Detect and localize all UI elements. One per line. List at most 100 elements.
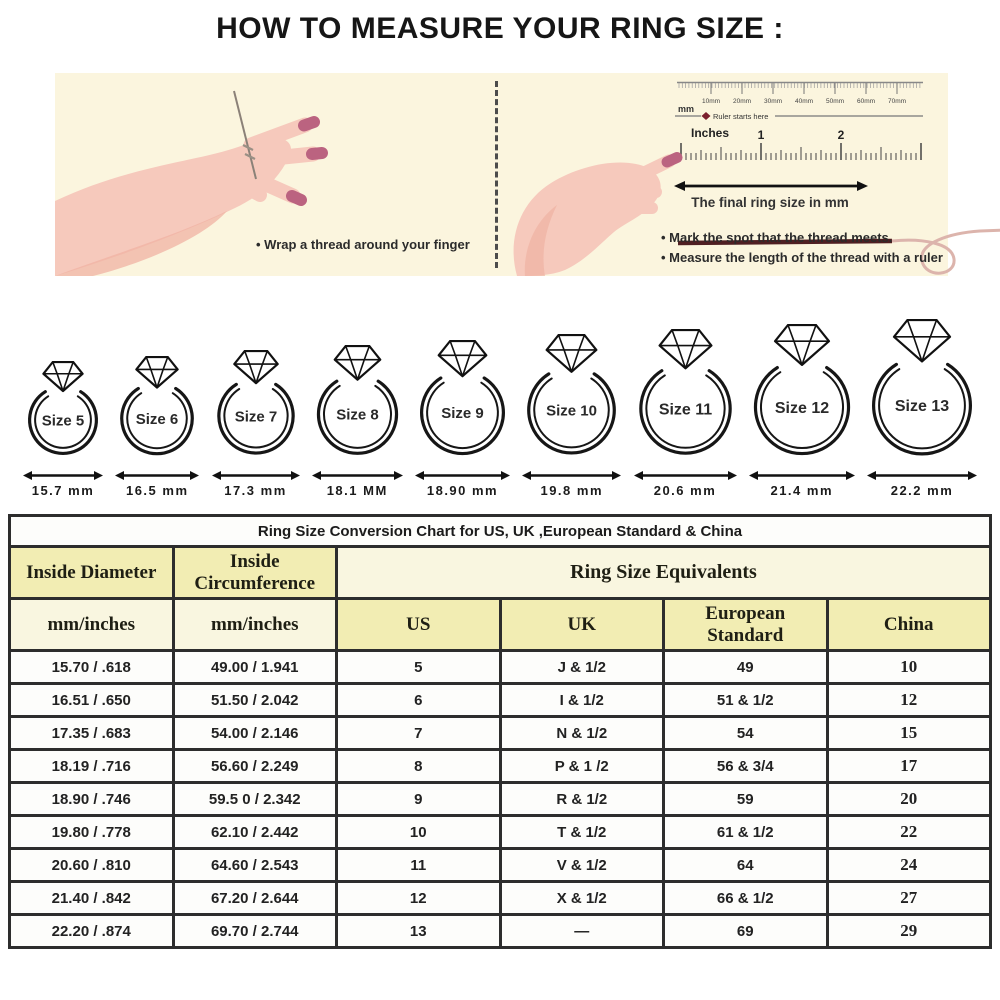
inside-diameter-value: 18.19 / .716: [8, 748, 175, 784]
us-value: 10: [335, 814, 502, 850]
ring-icon: Size 5: [28, 361, 98, 456]
ring-icon: Size 6: [120, 356, 195, 456]
european-standard-value: 54: [662, 715, 829, 751]
instruction-wrap-thread: Wrap a thread around your finger: [256, 235, 470, 255]
european-standard-value: 66 & 1/2: [662, 880, 829, 916]
instructions-panel: Wrap a thread around your finger 10mm 20m…: [55, 73, 1000, 276]
inside-circumference-value: 49.00 / 1.941: [171, 649, 338, 685]
diamond-icon: [42, 361, 84, 393]
us-value: 13: [335, 913, 502, 949]
ring-icon: Size 7: [216, 350, 295, 455]
diamond-icon: [333, 345, 382, 381]
ring-size-label: Size 6: [136, 411, 179, 428]
us-value: 5: [335, 649, 502, 685]
ruler-inch-number: 2: [838, 128, 845, 142]
table-row: 17.35 / .683 54.00 / 2.146 7 N & 1/2 54 15: [8, 715, 992, 751]
instruction-measure-length: Measure the length of the thread with a …: [661, 248, 943, 268]
ruler-mm-tick-label: 10mm: [702, 98, 720, 105]
china-value: 27: [825, 880, 992, 916]
uk-value: R & 1/2: [498, 781, 665, 817]
european-standard-value: 69: [662, 913, 829, 949]
ruler-mm-tick-label: 70mm: [888, 98, 906, 105]
ring-size-row: Size 5 15.7 mm Size 6 16.5 mm Size 7 17.3 mm S…: [22, 312, 978, 498]
diamond-icon: [658, 329, 712, 370]
ruler-illustration: 10mm 20mm 30mm 40mm 50mm 60mm 70mm mm Ruler st…: [675, 81, 923, 160]
ring-size-label: Size 12: [775, 400, 829, 417]
ring-diameter-label: 22.2 mm: [890, 483, 954, 498]
thread-on-finger: [233, 90, 257, 180]
china-value: 20: [825, 781, 992, 817]
ring-size-label: Size 7: [234, 408, 277, 425]
subheader-european-standard: European Standard: [662, 597, 829, 652]
ruler-mm-tick-label: 30mm: [764, 98, 782, 105]
inside-circumference-value: 64.60 / 2.543: [171, 847, 338, 883]
european-standard-value: 51 & 1/2: [662, 682, 829, 718]
china-value: 29: [825, 913, 992, 949]
diamond-icon: [892, 319, 952, 363]
ring-size-item: Size 12 21.4 mm: [748, 324, 856, 498]
table-row: 16.51 / .650 51.50 / 2.042 6 I & 1/2 51 & 1/…: [8, 682, 992, 718]
ring-icon: Size 11: [638, 329, 732, 455]
fingernails: [286, 116, 328, 206]
ring-size-label: Size 9: [441, 405, 484, 422]
inside-diameter-value: 15.70 / .618: [8, 649, 175, 685]
final-size-arrow-icon: [674, 181, 868, 191]
subheader-us: US: [335, 597, 502, 652]
page-title: HOW TO MEASURE YOUR RING SIZE :: [216, 12, 784, 45]
ring-diameter-label: 19.8 mm: [540, 483, 604, 498]
ruler-mm-tick-label: 40mm: [795, 98, 813, 105]
inside-diameter-value: 20.60 / .810: [8, 847, 175, 883]
ring-icon: Size 10: [527, 334, 617, 455]
ruler-mm-tick-label: 20mm: [733, 98, 751, 105]
european-standard-value: 59: [662, 781, 829, 817]
instruction-mark-spot: Mark the spot that the thread meets.: [661, 228, 943, 248]
european-standard-value: 61 & 1/2: [662, 814, 829, 850]
diameter-arrow-icon: [23, 471, 103, 480]
subheader-china: China: [825, 597, 992, 652]
ring-diameter-label: 21.4 mm: [770, 483, 834, 498]
diameter-arrow-icon: [311, 471, 403, 480]
us-value: 7: [335, 715, 502, 751]
inside-circumference-value: 69.70 / 2.744: [171, 913, 338, 949]
ruler-start-marker-icon: [701, 112, 711, 120]
table-row: 22.20 / .874 69.70 / 2.744 13—69 29: [8, 913, 992, 949]
ring-size-item: Size 10 19.8 mm: [521, 334, 622, 498]
uk-value: X & 1/2: [498, 880, 665, 916]
ring-size-item: Size 6 16.5 mm: [114, 356, 200, 498]
header-ring-size-equivalents: Ring Size Equivalents: [335, 545, 992, 600]
inside-diameter-value: 17.35 / .683: [8, 715, 175, 751]
diameter-arrow-icon: [867, 471, 977, 480]
diameter-arrow-icon: [633, 471, 737, 480]
china-value: 17: [825, 748, 992, 784]
uk-value: I & 1/2: [498, 682, 665, 718]
inside-circumference-value: 62.10 / 2.442: [171, 814, 338, 850]
european-standard-value: 56 & 3/4: [662, 748, 829, 784]
uk-value: J & 1/2: [498, 649, 665, 685]
fingernail: [661, 152, 683, 168]
ring-diameter-label: 15.7 mm: [31, 483, 95, 498]
ring-diameter-label: 17.3 mm: [224, 483, 287, 498]
ruler-inch-number: 1: [758, 128, 765, 142]
table-row: 18.90 / .746 59.5 0 / 2.342 9 R & 1/2 59 20: [8, 781, 992, 817]
ring-size-label: Size 5: [42, 412, 85, 429]
diamond-icon: [545, 334, 598, 373]
inside-diameter-value: 22.20 / .874: [8, 913, 175, 949]
table-row: 19.80 / .778 62.10 / 2.442 10 T & 1/2 61 & 1…: [8, 814, 992, 850]
panel-divider: [495, 81, 498, 268]
us-value: 11: [335, 847, 502, 883]
ruler-mm-tick-label: 60mm: [857, 98, 875, 105]
china-value: 22: [825, 814, 992, 850]
subheader-inside-diameter: mm/inches: [8, 597, 175, 652]
table-row: 18.19 / .716 56.60 / 2.249 8 P & 1 /2 56 & 3…: [8, 748, 992, 784]
diamond-icon: [135, 356, 179, 389]
inside-circumference-value: 59.5 0 / 2.342: [171, 781, 338, 817]
ring-size-label: Size 13: [895, 398, 949, 415]
inside-diameter-value: 21.40 / .842: [8, 880, 175, 916]
ring-size-item: Size 11 20.6 mm: [633, 329, 738, 498]
uk-value: —: [498, 913, 665, 949]
diamond-icon: [232, 350, 279, 385]
ring-size-item: Size 7 17.3 mm: [211, 350, 301, 498]
ring-size-label: Size 8: [336, 407, 379, 424]
inside-circumference-value: 54.00 / 2.146: [171, 715, 338, 751]
china-value: 10: [825, 649, 992, 685]
